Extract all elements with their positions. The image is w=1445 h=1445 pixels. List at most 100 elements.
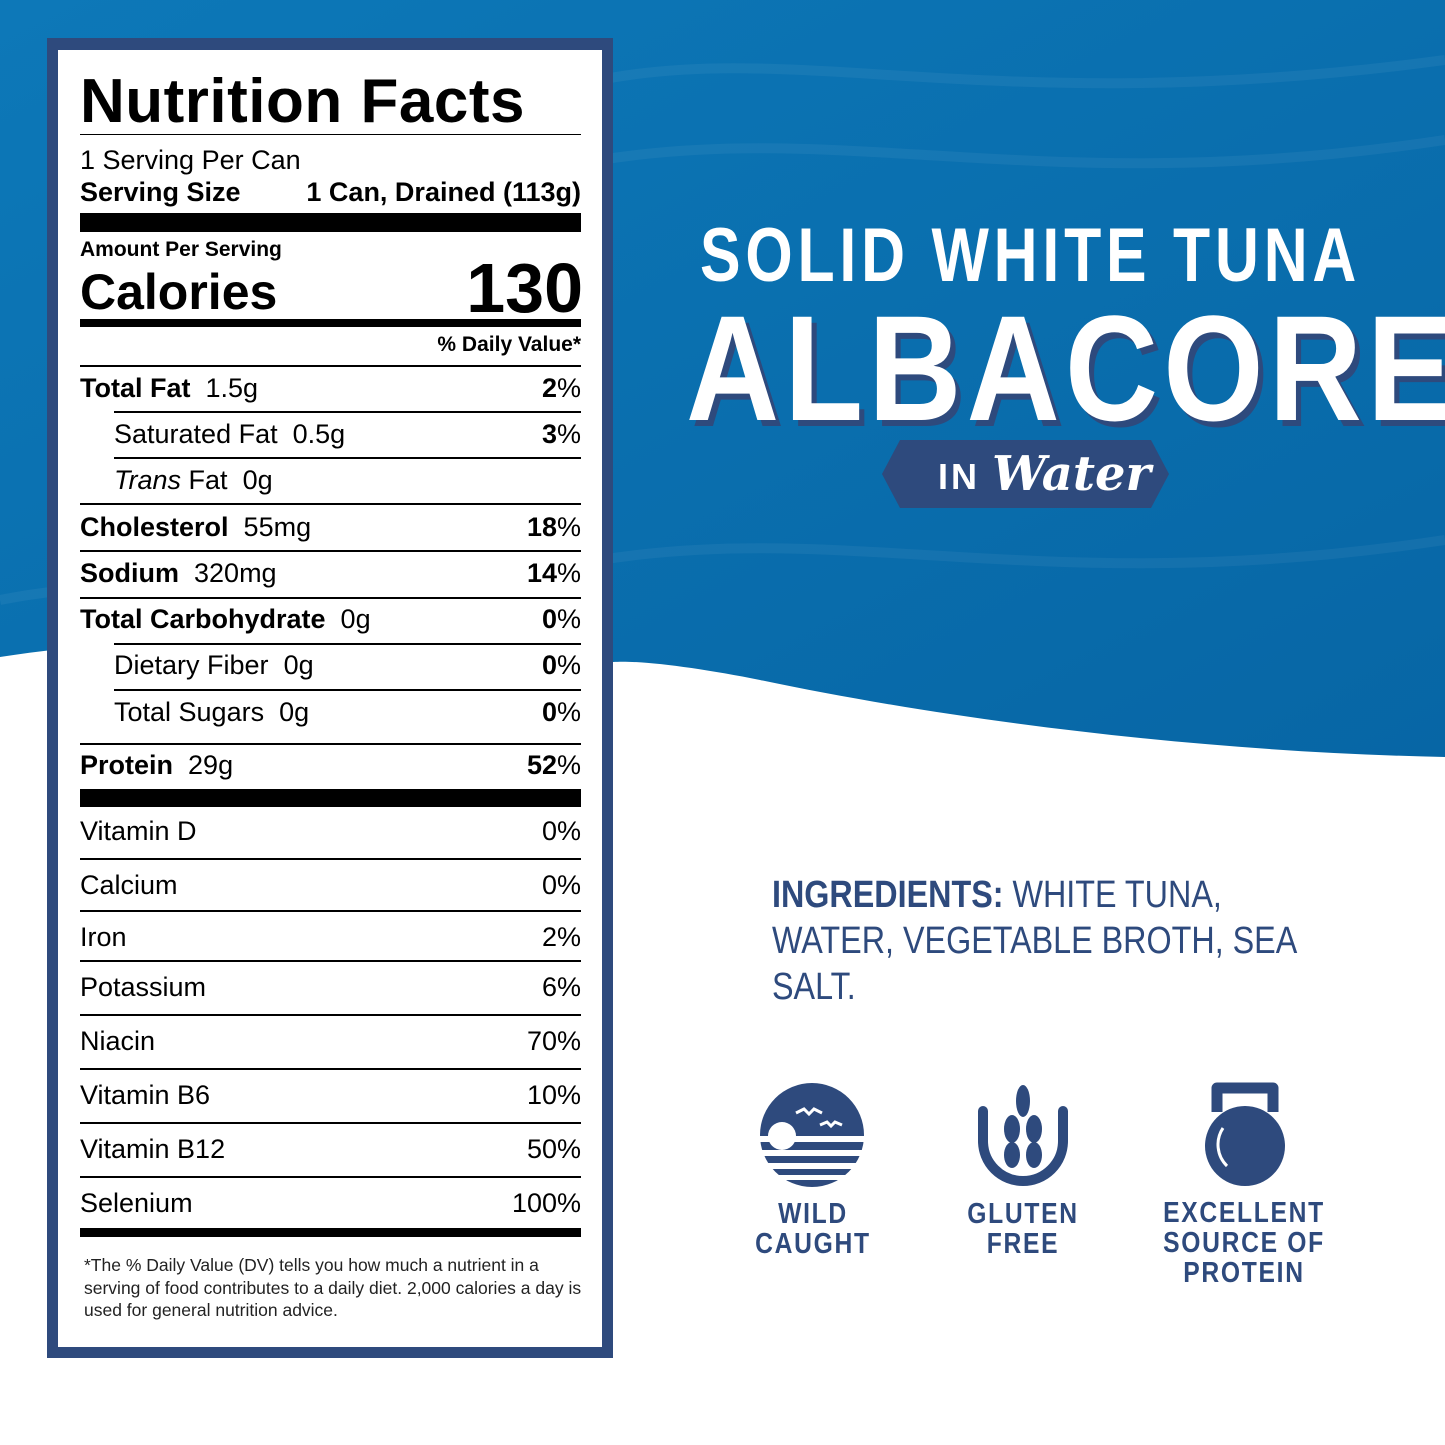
daily-value-footnote: *The % Daily Value (DV) tells you how mu… bbox=[84, 1255, 582, 1320]
nutrient-amount: 0g bbox=[279, 696, 310, 727]
nutrient-dv: 3 bbox=[541, 418, 557, 449]
nutrient-dv: 0 bbox=[541, 696, 557, 727]
vitamin-name: Calcium bbox=[80, 869, 178, 900]
kettlebell-icon bbox=[1205, 1082, 1285, 1186]
nutrient-amount: 320mg bbox=[194, 557, 277, 588]
thick-divider bbox=[80, 789, 581, 807]
vitamin-row: Iron 2% bbox=[80, 917, 581, 957]
nutrient-dv: 0 bbox=[541, 603, 557, 634]
nutrient-name-suffix: Fat bbox=[188, 464, 228, 495]
nutrient-dv: 2 bbox=[541, 372, 557, 403]
nutrient-row: Sodium 320mg 14% bbox=[80, 557, 581, 588]
vitamin-dv: 50% bbox=[526, 1133, 581, 1164]
daily-value-header: % Daily Value* bbox=[437, 333, 581, 356]
nutrient-amount: 0g bbox=[283, 649, 314, 680]
row-divider bbox=[80, 858, 581, 860]
nutrition-title: Nutrition Facts bbox=[80, 67, 525, 136]
nutrient-amount: 0.5g bbox=[292, 418, 346, 449]
banner-in: IN bbox=[938, 456, 980, 497]
nutrient-name: Sodium bbox=[80, 557, 179, 588]
row-divider bbox=[80, 597, 581, 599]
vitamin-row: Potassium 6% bbox=[80, 967, 581, 1007]
banner-water: Water bbox=[992, 446, 1151, 502]
nutrient-dv: 0 bbox=[541, 649, 557, 680]
nutrient-row: Saturated Fat 0.5g 3% bbox=[114, 418, 581, 449]
vitamin-row: Vitamin D 0% bbox=[80, 811, 581, 851]
vitamin-row: Calcium 0% bbox=[80, 865, 581, 905]
nutrient-amount: 29g bbox=[188, 749, 234, 780]
ingredients: INGREDIENTS: WHITE TUNA, WATER, VEGETABL… bbox=[772, 872, 1316, 1010]
wheat-icon bbox=[978, 1085, 1068, 1186]
nutrient-amount: 1.5g bbox=[205, 372, 259, 403]
nutrient-name: Dietary Fiber bbox=[114, 649, 269, 680]
vitamin-dv: 70% bbox=[526, 1025, 581, 1056]
nutrient-amount: 55mg bbox=[243, 511, 312, 542]
nutrient-row: Total Fat 1.5g 2% bbox=[80, 372, 581, 403]
thick-divider bbox=[80, 1228, 581, 1237]
wild-caught-icon bbox=[760, 1083, 864, 1187]
row-divider bbox=[80, 1068, 581, 1070]
row-divider bbox=[114, 457, 581, 459]
product-line-1: SOLID WHITE TUNA bbox=[700, 213, 1362, 298]
vitamin-name: Potassium bbox=[80, 971, 207, 1002]
nutrient-row: Total Sugars 0g 0% bbox=[114, 696, 581, 727]
nutrient-row: Trans Fat 0g bbox=[80, 460, 581, 500]
row-divider bbox=[80, 743, 581, 745]
serving-size: Serving Size 1 Can, Drained (113g) bbox=[80, 177, 581, 208]
row-divider bbox=[80, 503, 581, 505]
row-divider bbox=[114, 689, 581, 691]
vitamin-name: Vitamin B12 bbox=[80, 1133, 226, 1164]
nutrient-dv: 18 bbox=[526, 511, 557, 542]
nutrient-amount: 0g bbox=[242, 464, 273, 495]
calories-label: Calories bbox=[80, 264, 278, 320]
thick-divider bbox=[80, 213, 581, 232]
row-divider bbox=[114, 411, 581, 413]
serving-size-value: 1 Can, Drained (113g) bbox=[306, 177, 581, 207]
vitamin-dv: 2% bbox=[541, 921, 581, 952]
vitamin-name: Niacin bbox=[80, 1025, 156, 1056]
vitamin-row: Selenium 100% bbox=[80, 1183, 581, 1223]
badge-protein: EXCELLENT SOURCE OF PROTEIN bbox=[1163, 1197, 1325, 1289]
vitamin-dv: 100% bbox=[511, 1187, 581, 1218]
serving-size-label: Serving Size bbox=[80, 177, 241, 207]
row-divider bbox=[80, 910, 581, 912]
vitamin-row: Niacin 70% bbox=[80, 1021, 581, 1061]
nutrient-name: Trans bbox=[114, 464, 182, 495]
nutrient-row: Dietary Fiber 0g 0% bbox=[114, 649, 581, 680]
vitamin-name: Selenium bbox=[80, 1187, 193, 1218]
row-divider bbox=[80, 550, 581, 552]
ingredients-label: INGREDIENTS: bbox=[772, 874, 1004, 916]
row-divider bbox=[80, 960, 581, 962]
amount-per-serving: Amount Per Serving bbox=[80, 238, 282, 261]
nutrient-dv: 14 bbox=[526, 557, 557, 588]
badge-gluten-free: GLUTEN FREE bbox=[967, 1198, 1079, 1260]
vitamin-row: Vitamin B6 10% bbox=[80, 1075, 581, 1115]
nutrient-name: Protein bbox=[80, 749, 174, 780]
nutrient-row: Protein 29g 52% bbox=[80, 749, 581, 780]
row-divider bbox=[80, 1014, 581, 1016]
nutrient-name: Total Fat bbox=[80, 372, 191, 403]
vitamin-dv: 6% bbox=[541, 971, 581, 1002]
nutrient-name: Total Sugars bbox=[114, 696, 265, 727]
nutrient-row: Total Carbohydrate 0g 0% bbox=[80, 603, 581, 634]
medium-divider bbox=[80, 319, 581, 327]
nutrient-name: Total Carbohydrate bbox=[80, 603, 326, 634]
nutrient-amount: 0g bbox=[340, 603, 371, 634]
banner-ribbon bbox=[882, 440, 1169, 508]
nutrient-row: Cholesterol 55mg 18% bbox=[80, 511, 581, 542]
ingredients-text: WHITE TUNA, WATER, VEGETABLE BROTH, SEA … bbox=[772, 874, 1296, 1008]
row-divider bbox=[114, 643, 581, 645]
vitamin-row: Vitamin B12 50% bbox=[80, 1129, 581, 1169]
servings-per-container: 1 Serving Per Can bbox=[80, 145, 301, 175]
vitamin-name: Vitamin D bbox=[80, 815, 197, 846]
vitamin-name: Iron bbox=[80, 921, 127, 952]
nutrition-label bbox=[58, 50, 602, 1347]
vitamin-dv: 0% bbox=[541, 815, 581, 846]
row-divider bbox=[80, 365, 581, 367]
calories-value: 130 bbox=[466, 249, 583, 327]
vitamin-dv: 10% bbox=[526, 1079, 581, 1110]
nutrient-dv: 52 bbox=[526, 749, 557, 780]
vitamin-dv: 0% bbox=[541, 869, 581, 900]
badge-wild-caught: WILD CAUGHT bbox=[755, 1198, 871, 1260]
nutrient-name: Saturated Fat bbox=[114, 418, 278, 449]
